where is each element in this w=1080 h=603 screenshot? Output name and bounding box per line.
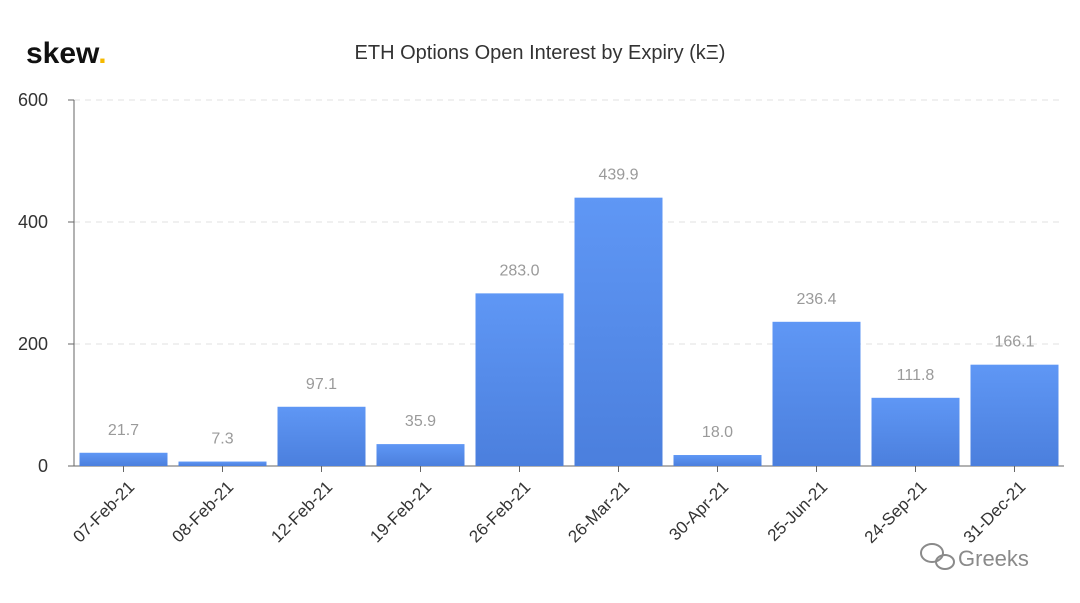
bar: [970, 364, 1059, 466]
data-labels: 21.7 7.3 97.1 35.9 283.0 439.9 18.0 236.4 111.8 1…: [108, 167, 1035, 448]
data-label: 439.9: [598, 167, 638, 184]
bar: [178, 461, 267, 466]
y-tick-label: 600: [18, 90, 48, 110]
x-tick-label: 25-Jun-21: [764, 477, 832, 545]
bar: [574, 197, 663, 466]
x-axis-ticks: 07-Feb-21 08-Feb-21 12-Feb-21 19-Feb-21 26-F…: [69, 466, 1029, 547]
x-tick-label: 12-Feb-21: [267, 477, 336, 546]
data-label: 35.9: [405, 413, 436, 430]
data-label: 21.7: [108, 422, 139, 439]
bar: [871, 397, 960, 466]
bar: [277, 406, 366, 466]
bar: [475, 293, 564, 466]
data-label: 97.1: [306, 376, 337, 393]
data-label: 283.0: [499, 262, 539, 279]
bar: [673, 455, 762, 466]
x-tick-label: 26-Mar-21: [564, 477, 633, 546]
watermark-text: Greeks: [958, 546, 1029, 571]
x-tick-label: 30-Apr-21: [665, 477, 732, 544]
x-tick-label: 24-Sep-21: [861, 477, 931, 547]
x-tick-label: 31-Dec-21: [960, 477, 1030, 547]
x-tick-label: 19-Feb-21: [366, 477, 435, 546]
wechat-icon: [920, 543, 955, 570]
x-tick-label: 08-Feb-21: [168, 477, 237, 546]
y-axis-ticks: 0 200 400 600: [18, 90, 74, 476]
data-label: 111.8: [897, 367, 935, 384]
gridlines: [74, 99, 1064, 345]
watermark: Greeks: [920, 543, 1029, 571]
data-label: 166.1: [994, 334, 1034, 351]
data-label: 18.0: [702, 424, 733, 441]
bar: [772, 321, 861, 466]
x-tick-label: 26-Feb-21: [465, 477, 534, 546]
chart-title: ETH Options Open Interest by Expiry (kΞ): [355, 42, 726, 64]
data-label: 236.4: [796, 291, 836, 308]
x-tick-label: 07-Feb-21: [69, 477, 138, 546]
bar: [79, 452, 168, 466]
y-tick-label: 400: [18, 212, 48, 232]
bar: [376, 444, 465, 466]
y-tick-label: 200: [18, 334, 48, 354]
y-tick-label: 0: [38, 456, 48, 476]
skew-logo: skew.: [26, 37, 107, 70]
data-label: 7.3: [211, 431, 233, 448]
bars: [79, 197, 1059, 466]
